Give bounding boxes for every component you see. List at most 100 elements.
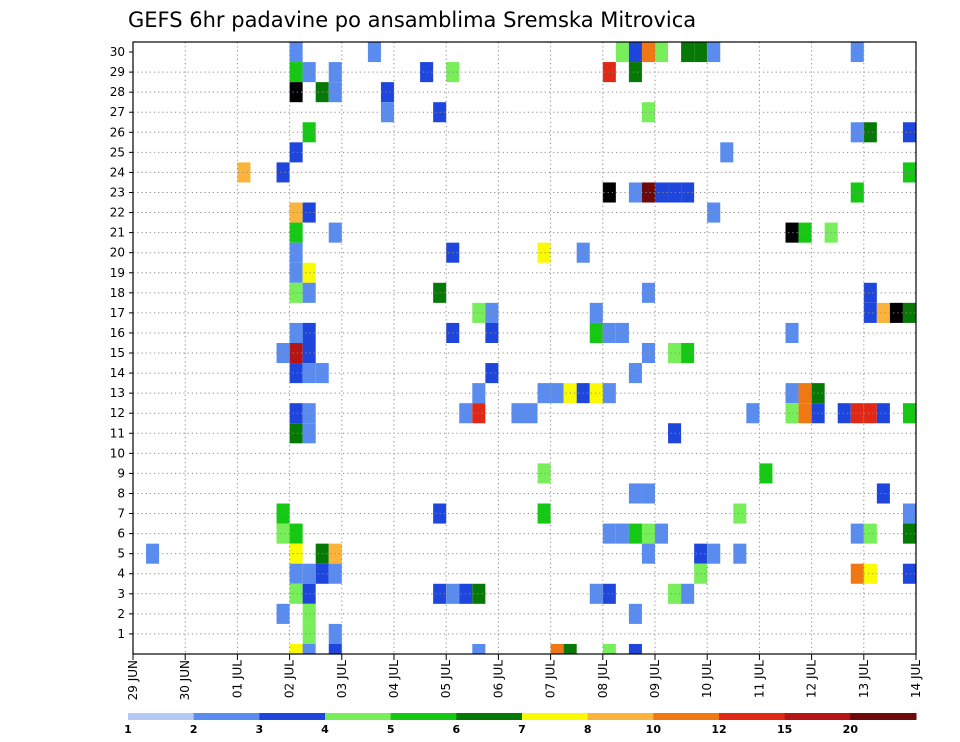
heat-cell <box>302 322 316 343</box>
heat-cell <box>602 583 616 604</box>
heat-cell <box>550 383 564 404</box>
heat-cell <box>850 182 864 203</box>
heat-cell <box>628 62 642 83</box>
heat-cell <box>785 222 799 243</box>
y-tick-label: 22 <box>110 206 125 220</box>
heat-cell <box>641 42 655 63</box>
heat-cell <box>589 322 603 343</box>
heat-cell <box>707 42 721 63</box>
x-tick-label: 29 JUN <box>126 660 140 700</box>
heat-cell <box>863 302 877 323</box>
heat-cell <box>276 603 290 624</box>
heat-cell <box>589 583 603 604</box>
y-tick-label: 30 <box>110 45 125 59</box>
legend-swatch <box>193 713 260 720</box>
legend-swatch <box>390 713 457 720</box>
x-tick-label: 30 JUN <box>178 660 192 700</box>
y-tick-label: 2 <box>117 607 125 621</box>
x-tick-label: 08 JUL <box>596 660 610 698</box>
heat-cell <box>668 182 682 203</box>
heat-cell <box>302 262 316 283</box>
heat-cell <box>615 523 629 544</box>
heat-cell <box>602 523 616 544</box>
heat-cell <box>902 162 916 183</box>
y-tick-label: 5 <box>117 547 125 561</box>
heat-cell <box>628 523 642 544</box>
heat-cell <box>668 342 682 364</box>
legend-label: 6 <box>453 723 461 736</box>
legend-swatch <box>456 713 523 720</box>
legend-label: 12 <box>711 723 726 736</box>
heat-cell <box>289 142 303 163</box>
heat-cell <box>641 282 655 303</box>
heat-cell <box>537 242 551 263</box>
heat-cell <box>876 302 890 323</box>
heat-cell <box>615 322 629 343</box>
heat-cell <box>289 62 303 83</box>
y-tick-label: 7 <box>117 507 125 521</box>
heat-cell <box>302 202 316 223</box>
heat-cell <box>733 543 747 564</box>
heat-cell <box>720 142 734 163</box>
heat-cell <box>863 122 877 143</box>
x-tick-label: 12 JUL <box>805 660 819 698</box>
heat-cell <box>733 503 747 524</box>
heat-cell <box>902 122 916 143</box>
heat-cell <box>641 523 655 544</box>
heat-cell <box>563 643 577 654</box>
heat-cell <box>602 643 616 654</box>
y-tick-label: 28 <box>110 85 125 99</box>
heat-cell <box>655 42 669 63</box>
legend-swatch <box>522 713 589 720</box>
heat-cell <box>276 342 290 364</box>
heat-cell <box>289 583 303 604</box>
heat-cell <box>237 162 251 183</box>
x-tick-label: 04 JUL <box>387 660 401 698</box>
heat-cell <box>889 302 903 323</box>
heat-cell <box>668 423 682 444</box>
heat-cell <box>472 383 486 404</box>
heat-cell <box>850 563 864 584</box>
x-tick-label: 07 JUL <box>544 660 558 698</box>
legend-swatch <box>325 713 392 720</box>
heat-cell <box>367 42 381 63</box>
heat-cell <box>602 383 616 404</box>
heat-cell <box>302 623 316 644</box>
heat-cell <box>628 483 642 504</box>
heat-cell <box>289 643 303 654</box>
heat-cell <box>902 302 916 323</box>
heat-cell <box>902 503 916 524</box>
y-tick-label: 10 <box>110 446 125 460</box>
y-tick-label: 25 <box>110 145 125 159</box>
y-tick-label: 24 <box>110 165 125 179</box>
heat-cell <box>655 182 669 203</box>
heat-cell <box>289 543 303 564</box>
heat-cell <box>146 543 160 564</box>
heat-cell <box>863 403 877 424</box>
heat-cell <box>850 523 864 544</box>
y-tick-label: 15 <box>110 346 125 360</box>
heat-cell <box>302 403 316 424</box>
heat-cell <box>302 603 316 624</box>
heat-cell <box>302 643 316 654</box>
y-tick-label: 27 <box>110 105 125 119</box>
x-tick-label: 09 JUL <box>648 660 662 698</box>
heat-cell <box>472 403 486 424</box>
heat-cell <box>641 483 655 504</box>
heat-cell <box>302 583 316 604</box>
x-tick-label: 05 JUL <box>439 660 453 698</box>
legend-label: 3 <box>256 723 264 736</box>
legend-label: 15 <box>777 723 792 736</box>
heat-cell <box>694 42 708 63</box>
heat-cell <box>380 82 394 103</box>
y-tick-label: 4 <box>117 567 125 581</box>
legend-label: 7 <box>518 723 526 736</box>
heat-cell <box>785 383 799 404</box>
y-tick-label: 1 <box>117 627 125 641</box>
y-tick-label: 19 <box>110 266 125 280</box>
heat-cell <box>628 363 642 384</box>
legend-label: 1 <box>124 723 132 736</box>
heat-cell <box>537 463 551 484</box>
heat-cell <box>380 102 394 123</box>
